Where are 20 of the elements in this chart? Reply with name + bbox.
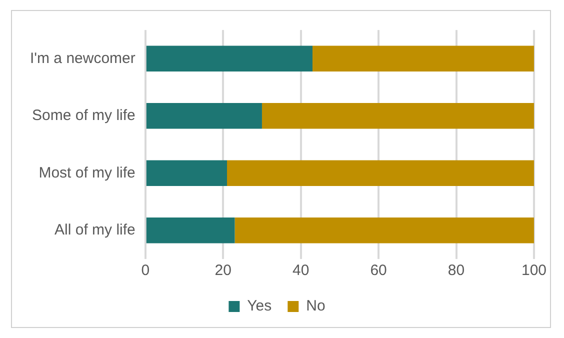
bar (262, 102, 534, 129)
bar (146, 217, 235, 244)
y-tick-label: All of my life (54, 222, 136, 239)
x-tick-label: 80 (448, 262, 465, 280)
x-tick-label: 20 (214, 262, 232, 280)
x-tick-label: 40 (292, 262, 310, 280)
x-tick-label: 100 (521, 262, 547, 280)
bar (146, 46, 312, 72)
y-tick-label: I'm a newcomer (30, 50, 136, 67)
y-tick-label: Most of my life (38, 164, 136, 182)
bar (146, 160, 228, 186)
x-tick-label: 60 (370, 262, 387, 280)
bar (312, 46, 534, 72)
legend-label: Yes (247, 298, 272, 315)
bar (227, 160, 534, 186)
x-tick-label: 0 (141, 262, 150, 280)
bar (234, 217, 534, 244)
bar (146, 102, 262, 129)
y-tick-label: Some of my life (32, 107, 136, 124)
legend-label: No (306, 298, 326, 315)
